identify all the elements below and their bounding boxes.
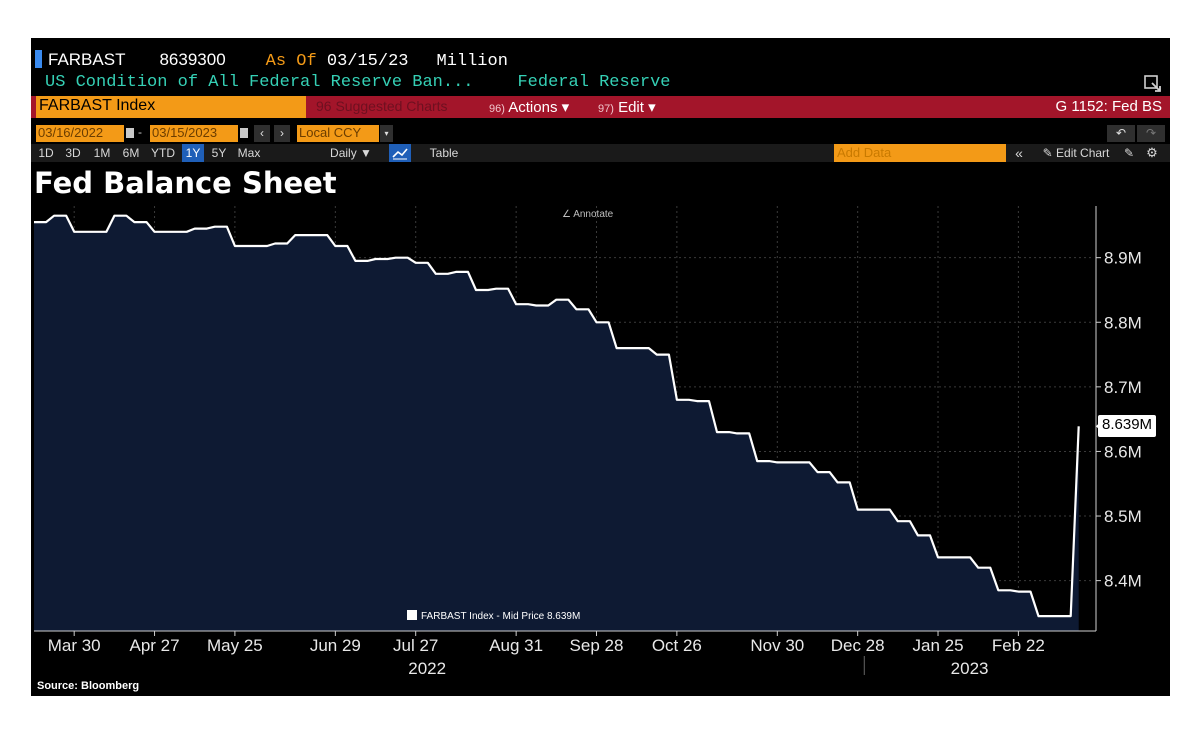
x-tick-label: Feb 22 xyxy=(992,636,1045,655)
y-tick-label: 8.4M xyxy=(1104,572,1142,591)
security-field[interactable]: FARBAST Index xyxy=(36,96,306,118)
security-description: US Condition of All Federal Reserve Ban.… xyxy=(45,73,474,92)
annotate-button[interactable]: ∠ Annotate xyxy=(562,209,613,220)
ticker: FARBAST xyxy=(48,50,126,69)
chevron-left-icon[interactable]: ‹ xyxy=(254,125,270,142)
range-button-ytd[interactable]: YTD xyxy=(151,146,175,160)
date-range-bar: 03/16/2022 - 03/15/2023 ‹ › Local CCY ▾ … xyxy=(31,125,1170,142)
line-chart-icon[interactable] xyxy=(389,144,411,162)
x-tick-label: Sep 28 xyxy=(570,636,624,655)
pencil-icon: ✎ xyxy=(1042,146,1053,160)
description-line: US Condition of All Federal Reserve Ban.… xyxy=(45,73,671,92)
chart-legend: FARBAST Index - Mid Price 8.639M xyxy=(407,610,580,622)
x-tick-label: Jul 27 xyxy=(393,636,438,655)
suggested-charts-link[interactable]: 96 Suggested Charts xyxy=(316,98,448,114)
units: Million xyxy=(436,52,508,71)
range-button-3d[interactable]: 3D xyxy=(65,146,81,160)
series-line xyxy=(34,214,1080,618)
range-button-max[interactable]: Max xyxy=(237,146,261,160)
edit-menu[interactable]: 97) Edit ▾ xyxy=(598,98,656,116)
chart-title: Fed Balance Sheet xyxy=(34,166,337,200)
x-year-label: 2022 xyxy=(408,659,446,678)
actions-number: 96) xyxy=(489,103,505,115)
data-source-name: Federal Reserve xyxy=(517,73,671,92)
x-tick-label: Dec 28 xyxy=(831,636,885,655)
source-note: Source: Bloomberg xyxy=(37,680,140,692)
frequency-select[interactable]: Daily ▼ xyxy=(330,146,372,160)
as-of-date: 03/15/23 xyxy=(326,52,409,71)
annotate-label: Annotate xyxy=(573,209,614,220)
ticker-line: FARBAST 8639300 As Of 03/15/23 Million xyxy=(35,50,508,71)
range-button-5y[interactable]: 5Y xyxy=(211,146,227,160)
y-tick-label: 8.8M xyxy=(1104,313,1142,332)
x-tick-label: Nov 30 xyxy=(750,636,804,655)
series-area xyxy=(34,215,1079,631)
x-year-label: 2023 xyxy=(951,659,989,678)
chart-svg: 8.4M 8.5M 8.6M 8.7M 8.8M 8.9M Mar 30 Apr 27 May … xyxy=(34,206,1142,678)
table-button[interactable]: Table xyxy=(429,146,459,160)
date-separator: - xyxy=(138,125,142,139)
function-code: G 1152: Fed BS xyxy=(1055,98,1162,115)
y-tick-label: 8.7M xyxy=(1104,378,1142,397)
export-icon[interactable] xyxy=(1143,74,1163,94)
start-date-input[interactable]: 03/16/2022 xyxy=(36,125,124,142)
edit-label: Edit ▾ xyxy=(618,99,656,116)
legend-text: FARBAST Index - Mid Price 8.639M xyxy=(421,611,581,622)
annotate-pencil-icon: ∠ xyxy=(562,209,571,220)
undo-icon[interactable]: ↶ xyxy=(1107,125,1135,142)
x-tick-label: Oct 26 xyxy=(652,636,702,655)
ticker-marker xyxy=(35,50,42,68)
edit-chart-button[interactable]: ✎ Edit Chart xyxy=(1035,144,1117,162)
x-tick-label: May 25 xyxy=(207,636,263,655)
edit-number: 97) xyxy=(598,103,614,115)
chevron-right-icon[interactable]: › xyxy=(274,125,290,142)
actions-menu[interactable]: 96) Actions ▾ xyxy=(489,98,569,116)
y-tick-label: 8.6M xyxy=(1104,442,1142,461)
legend-swatch xyxy=(407,610,417,620)
actions-label: Actions ▾ xyxy=(508,99,570,116)
end-date-input[interactable]: 03/15/2023 xyxy=(150,125,238,142)
chevron-down-icon[interactable]: ▾ xyxy=(380,125,393,142)
calendar-icon[interactable] xyxy=(240,128,248,138)
range-bar: 1D 3D 1M 6M YTD 1Y 5Y Max Daily ▼ Table Add Dat… xyxy=(31,144,1170,162)
edit-chart-label: Edit Chart xyxy=(1056,146,1110,160)
x-tick-label: Jan 25 xyxy=(913,636,964,655)
x-tick-label: Mar 30 xyxy=(48,636,101,655)
x-tick-label: Apr 27 xyxy=(129,636,179,655)
as-of-label: As Of xyxy=(265,52,317,71)
range-button-1m[interactable]: 1M xyxy=(93,146,111,160)
last-value: 8639300 xyxy=(159,50,226,69)
range-button-1y[interactable]: 1Y xyxy=(182,144,204,162)
gear-icon[interactable]: ⚙ xyxy=(1146,145,1158,160)
y-tick-label: 8.5M xyxy=(1104,507,1142,526)
range-button-1d[interactable]: 1D xyxy=(38,146,54,160)
currency-select[interactable]: Local CCY xyxy=(297,125,379,142)
range-button-6m[interactable]: 6M xyxy=(122,146,140,160)
x-tick-label: Jun 29 xyxy=(310,636,361,655)
bloomberg-terminal-window: FARBAST 8639300 As Of 03/15/23 Million US C… xyxy=(31,38,1170,696)
redo-icon[interactable]: ↷ xyxy=(1137,125,1165,142)
x-tick-label: Aug 31 xyxy=(489,636,543,655)
add-data-input[interactable]: Add Data xyxy=(834,144,1006,162)
pencil-box-icon[interactable]: ✎ xyxy=(1123,146,1135,160)
command-bar: FARBAST Index 96 Suggested Charts 96) Ac… xyxy=(31,96,1170,118)
last-value-label: 8.639M xyxy=(1098,415,1157,438)
double-chevron-left-icon[interactable]: « xyxy=(1015,145,1023,161)
calendar-icon[interactable] xyxy=(126,128,134,138)
y-tick-label: 8.9M xyxy=(1104,249,1142,268)
